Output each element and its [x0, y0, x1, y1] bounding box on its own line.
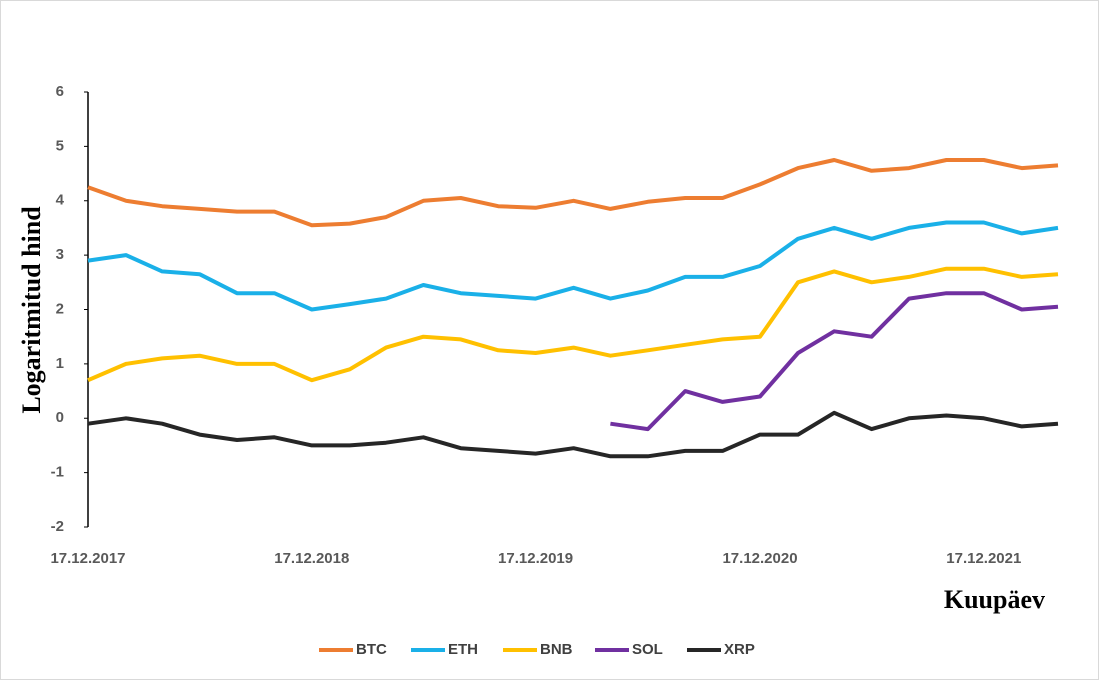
legend-label: XRP [724, 641, 755, 658]
series-line [87, 158, 1059, 228]
y-tick-label: 2 [56, 300, 64, 317]
y-tick-label: 3 [56, 246, 64, 263]
x-tick-label: 17.12.2019 [498, 550, 573, 567]
y-axis-title: Logaritmitud hind [17, 206, 46, 414]
y-tick-label: -2 [51, 518, 64, 535]
y-tick-label: -1 [51, 464, 64, 481]
series-line [87, 220, 1059, 312]
x-tick-label: 17.12.2017 [50, 550, 125, 567]
y-tick-label: 1 [56, 355, 64, 372]
y-tick-label: 0 [56, 409, 64, 426]
y-tick-label: 5 [56, 137, 64, 154]
legend-label: SOL [632, 641, 663, 658]
y-tick-label: 6 [56, 83, 64, 100]
legend-label: BNB [540, 641, 573, 658]
x-tick-label: 17.12.2021 [946, 550, 1021, 567]
x-tick-label: 17.12.2020 [722, 550, 797, 567]
legend-label: ETH [448, 641, 478, 658]
y-tick-label: 4 [56, 192, 65, 209]
x-axis-title: Kuupäev [944, 585, 1045, 614]
series-line [87, 266, 1059, 383]
x-tick-label: 17.12.2018 [274, 550, 349, 567]
legend-label: BTC [356, 641, 387, 658]
series-line [610, 291, 1059, 432]
series-line [87, 410, 1059, 459]
